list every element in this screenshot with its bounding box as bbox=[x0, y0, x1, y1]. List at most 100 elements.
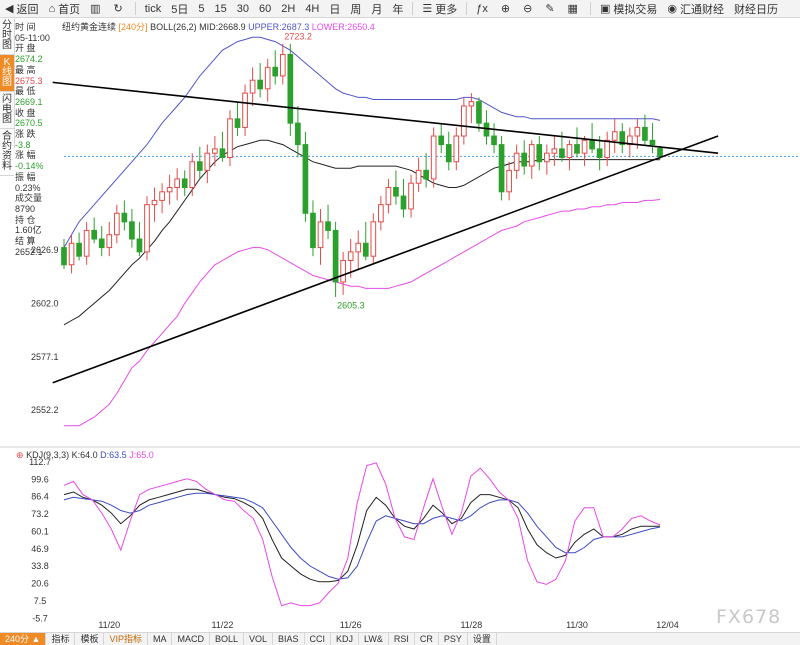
toolbar-item-14[interactable]: 月 bbox=[366, 0, 387, 17]
indicator-tab-14[interactable]: PSY bbox=[439, 633, 468, 645]
toolbar-item-21[interactable]: ▦ bbox=[563, 0, 586, 17]
toolbar-item-11[interactable]: 4H bbox=[300, 0, 324, 17]
price-chart-canvas[interactable]: 2723.2 2605.3 2552.2 2577.1 2602.0 2626.9 112… bbox=[0, 0, 800, 632]
indicator-tab-11[interactable]: LW& bbox=[359, 633, 389, 645]
toolbar-item-0[interactable]: ◀ 返回 bbox=[0, 0, 43, 17]
candle-up bbox=[581, 139, 588, 154]
toolbar-label: 返回 bbox=[16, 3, 39, 16]
candle-up bbox=[159, 191, 165, 201]
toolbar-item-15[interactable]: 年 bbox=[387, 0, 408, 17]
x-tick-label: 11/22 bbox=[212, 620, 234, 630]
info-value: 05-11:00 bbox=[15, 32, 50, 43]
indicator-tab-4[interactable]: MA bbox=[148, 633, 173, 645]
toolbar-item-12[interactable]: 日 bbox=[324, 0, 345, 17]
indicator-tab-2[interactable]: 模板 bbox=[75, 633, 105, 645]
toolbar-item-7[interactable]: 15 bbox=[210, 0, 232, 17]
candle-up bbox=[204, 152, 211, 171]
toolbar-item-1[interactable]: ⌂ 首页 bbox=[43, 0, 85, 17]
indicator-tab-3[interactable]: VIP指标 bbox=[104, 633, 148, 645]
indicator-tab-1[interactable]: 指标 bbox=[46, 633, 76, 645]
indicator-tab-9[interactable]: CCI bbox=[305, 633, 332, 645]
candle-down bbox=[98, 238, 105, 249]
candle-up bbox=[528, 144, 535, 167]
toolbar-item-4[interactable]: tick bbox=[140, 0, 167, 17]
candle-up bbox=[227, 118, 233, 158]
kdj-pane bbox=[63, 462, 661, 607]
ohlc-info-panel: 时 间 05-11:00 开 盘 2674.2 最 高 2675.3 最 低 2669.1 收 … bbox=[15, 22, 60, 257]
indicator-tab-6[interactable]: BOLL bbox=[210, 633, 244, 645]
toolbar-item-6[interactable]: 5 bbox=[193, 0, 209, 17]
toolbar-label: 更多 bbox=[435, 3, 458, 16]
toolbar-label: tick bbox=[144, 2, 162, 15]
toolbar-label: 财经日历 bbox=[733, 3, 778, 16]
candle-down bbox=[642, 126, 648, 141]
candle-down bbox=[287, 53, 294, 124]
indicator-tab-8[interactable]: BIAS bbox=[273, 633, 305, 645]
candle-down bbox=[589, 139, 595, 150]
kdj-y-tick-label: 33.8 bbox=[31, 561, 49, 571]
toolbar-separator bbox=[412, 2, 414, 15]
indicator-tab-0[interactable]: 240分 ▲ bbox=[0, 633, 47, 645]
period-label[interactable]: [240分] bbox=[118, 22, 148, 32]
kdj-d-value: D:63.5 bbox=[100, 450, 127, 460]
view-tab-1[interactable]: K线图 bbox=[0, 55, 14, 92]
toolbar-item-17[interactable]: ƒx bbox=[471, 0, 496, 17]
view-tab-2[interactable]: 闪电图 bbox=[0, 92, 14, 129]
indicator-tab-13[interactable]: CR bbox=[415, 633, 439, 645]
kdj-k-value: K:64.0 bbox=[71, 450, 98, 460]
indicator-tab-15[interactable]: 设置 bbox=[468, 633, 497, 645]
view-tab-3[interactable]: 合约资料 bbox=[0, 129, 14, 176]
toolbar-item-3[interactable]: ↻ bbox=[109, 0, 131, 17]
kdj-j-value: J:65.0 bbox=[129, 450, 154, 460]
candle-up bbox=[340, 259, 346, 283]
candle-up bbox=[151, 199, 158, 206]
candle-down bbox=[129, 221, 135, 240]
toolbar-item-24[interactable]: 财经日历 bbox=[729, 0, 783, 17]
indicator-name: BOLL(26,2) bbox=[150, 22, 197, 32]
candle-up bbox=[604, 139, 611, 158]
info-label: 最 高 bbox=[15, 64, 36, 75]
kdj-y-tick-label: 46.9 bbox=[31, 544, 49, 554]
toolbar-item-8[interactable]: 30 bbox=[232, 0, 254, 17]
boll-lower-value: LOWER:2650.4 bbox=[311, 22, 375, 32]
candle-up bbox=[174, 178, 181, 189]
candle-up bbox=[634, 126, 641, 137]
toolbar-item-23[interactable]: ◉ 汇通财经 bbox=[662, 0, 729, 17]
indicator-tab-12[interactable]: RSI bbox=[389, 633, 415, 645]
toolbar-item-19[interactable]: ⊖ bbox=[518, 0, 540, 17]
toolbar-separator bbox=[134, 2, 136, 15]
toolbar-item-2[interactable]: ▥ bbox=[85, 0, 108, 17]
toolbar-item-18[interactable]: ⊕ bbox=[496, 0, 518, 17]
info-label: 持 仓 bbox=[15, 214, 36, 225]
toolbar-item-13[interactable]: 周 bbox=[345, 0, 366, 17]
toolbar-item-22[interactable]: ▣ 模拟交易 bbox=[595, 0, 662, 17]
toolbar-item-5[interactable]: 5日 bbox=[166, 0, 193, 17]
kdj-y-tick-label: -5.7 bbox=[32, 613, 48, 623]
layout-icon: ▦ bbox=[567, 3, 578, 15]
candle-down bbox=[362, 242, 369, 257]
toolbar-item-9[interactable]: 60 bbox=[254, 0, 276, 17]
zoom-out-icon: ⊖ bbox=[523, 3, 533, 15]
indicator-tab-5[interactable]: MACD bbox=[172, 633, 210, 645]
kdj-line-d bbox=[63, 492, 661, 580]
candle-up bbox=[106, 234, 113, 249]
toolbar-item-16[interactable]: ☰ 更多 bbox=[417, 0, 462, 17]
toolbar: ◀ 返回 ⌂ 首页 ▥ ↻ tick 5日 5 15 30 60 2H 4H 日周月年 ☰ 更多 ƒx ⊕ ⊖ ✎ ▦ ▣ 模… bbox=[0, 0, 800, 18]
candle-up bbox=[317, 221, 324, 249]
candle-up bbox=[626, 135, 633, 146]
kdj-icon[interactable]: ⊕ bbox=[16, 450, 24, 460]
main-price-pane: 2723.2 2605.3 bbox=[52, 31, 800, 427]
candle-down bbox=[302, 144, 309, 214]
y-tick-label: 2552.2 bbox=[31, 405, 59, 415]
indicator-tab-10[interactable]: KDJ bbox=[331, 633, 360, 645]
toolbar-label: 2H bbox=[281, 2, 296, 15]
view-tab-0[interactable]: 分时图 bbox=[0, 18, 14, 55]
kdj-y-tick-label: 99.6 bbox=[31, 474, 49, 484]
toolbar-label: 15 bbox=[214, 2, 227, 15]
toolbar-item-10[interactable]: 2H bbox=[276, 0, 300, 17]
indicator-tab-7[interactable]: VOL bbox=[244, 633, 274, 645]
toolbar-item-20[interactable]: ✎ bbox=[540, 0, 562, 17]
candle-up bbox=[543, 152, 550, 163]
info-value: 8790 bbox=[15, 203, 36, 214]
watermark-logo: FX678 bbox=[716, 606, 782, 628]
